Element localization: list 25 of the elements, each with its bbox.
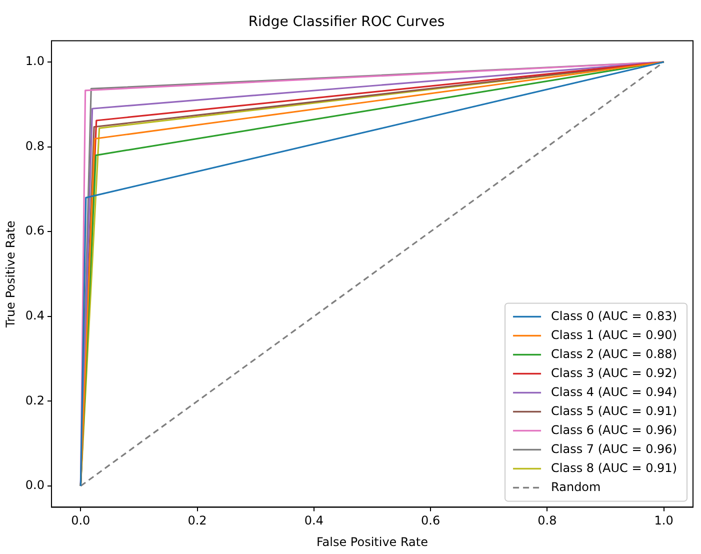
y-tick-label: 0.8 (25, 138, 44, 153)
x-tick-label: 0.8 (538, 514, 557, 528)
legend-label: Class 1 (AUC = 0.90) (551, 328, 678, 342)
y-tick-label: 0.0 (25, 478, 44, 492)
x-tick-label: 0.6 (421, 514, 440, 528)
x-tick-label: 1.0 (654, 514, 674, 528)
chart-title: Ridge Classifier ROC Curves (248, 14, 445, 30)
y-axis-title: True Positive Rate (3, 220, 18, 328)
legend-label: Class 4 (AUC = 0.94) (551, 384, 678, 399)
legend-label: Class 8 (AUC = 0.91) (551, 460, 678, 475)
legend-label: Class 5 (AUC = 0.91) (551, 404, 678, 418)
x-axis-title: False Positive Rate (316, 534, 428, 549)
x-tick-label: 0.4 (304, 514, 324, 528)
y-tick-label: 0.6 (25, 224, 44, 238)
legend-label: Class 7 (AUC = 0.96) (551, 442, 678, 456)
x-tick-label: 0.2 (188, 514, 207, 528)
x-tick-label: 0.0 (71, 514, 90, 528)
y-tick-label: 0.2 (25, 393, 44, 408)
y-tick-label: 0.4 (25, 308, 44, 323)
legend-label: Class 3 (AUC = 0.92) (551, 366, 678, 380)
legend-label: Random (551, 480, 601, 494)
legend-label: Class 0 (AUC = 0.83) (551, 308, 678, 323)
legend-label: Class 6 (AUC = 0.96) (551, 422, 678, 437)
y-tick-label: 1.0 (25, 54, 44, 68)
legend-label: Class 2 (AUC = 0.88) (551, 346, 678, 361)
